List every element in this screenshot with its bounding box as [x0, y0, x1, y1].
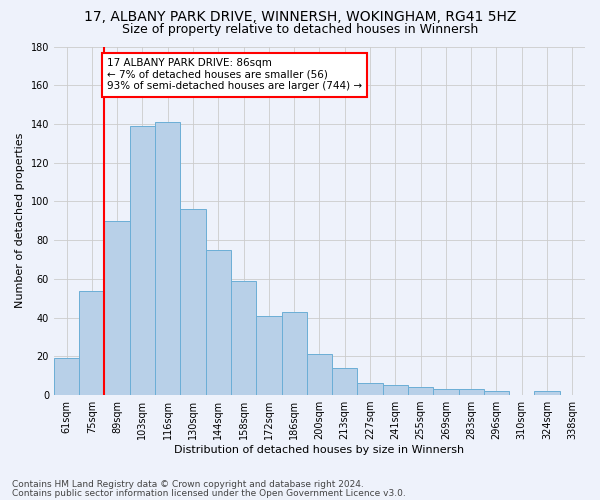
Text: 17 ALBANY PARK DRIVE: 86sqm
← 7% of detached houses are smaller (56)
93% of semi: 17 ALBANY PARK DRIVE: 86sqm ← 7% of deta…: [107, 58, 362, 92]
Bar: [332, 368, 358, 395]
Bar: [79, 290, 104, 395]
Text: Contains HM Land Registry data © Crown copyright and database right 2024.: Contains HM Land Registry data © Crown c…: [12, 480, 364, 489]
Text: Size of property relative to detached houses in Winnersh: Size of property relative to detached ho…: [122, 22, 478, 36]
Bar: [307, 354, 332, 395]
Bar: [358, 384, 383, 395]
Bar: [181, 209, 206, 395]
X-axis label: Distribution of detached houses by size in Winnersh: Distribution of detached houses by size …: [175, 445, 464, 455]
Bar: [155, 122, 181, 395]
Bar: [104, 221, 130, 395]
Bar: [54, 358, 79, 395]
Y-axis label: Number of detached properties: Number of detached properties: [15, 133, 25, 308]
Text: Contains public sector information licensed under the Open Government Licence v3: Contains public sector information licen…: [12, 489, 406, 498]
Bar: [433, 390, 458, 395]
Text: 17, ALBANY PARK DRIVE, WINNERSH, WOKINGHAM, RG41 5HZ: 17, ALBANY PARK DRIVE, WINNERSH, WOKINGH…: [84, 10, 516, 24]
Bar: [206, 250, 231, 395]
Bar: [231, 281, 256, 395]
Bar: [383, 386, 408, 395]
Bar: [256, 316, 281, 395]
Bar: [458, 390, 484, 395]
Bar: [130, 126, 155, 395]
Bar: [281, 312, 307, 395]
Bar: [484, 391, 509, 395]
Bar: [535, 391, 560, 395]
Bar: [408, 388, 433, 395]
